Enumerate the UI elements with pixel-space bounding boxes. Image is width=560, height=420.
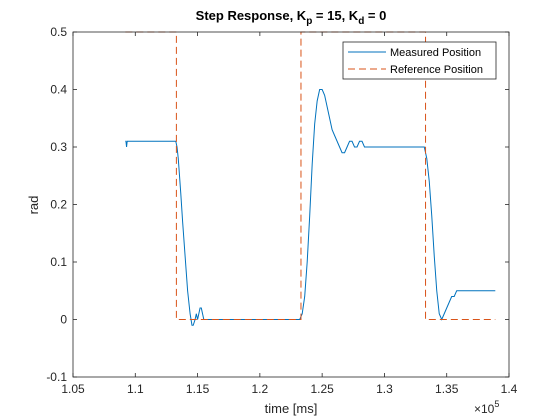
x-exponent-power: 5 — [494, 399, 499, 409]
title-part-3: = 0 — [364, 8, 386, 23]
x-axis-exponent: ×105 — [474, 399, 499, 416]
x-exponent-base: ×10 — [474, 402, 495, 416]
x-tick-label: 1.15 — [186, 382, 210, 396]
y-tick-label: 0.2 — [50, 198, 67, 212]
x-tick-label: 1.4 — [501, 382, 518, 396]
series-layer — [125, 31, 496, 326]
title-subscript-d: d — [358, 16, 364, 27]
series-line-reference — [125, 31, 496, 320]
series-line-measured — [125, 89, 496, 326]
title-subscript-p: p — [306, 16, 312, 27]
chart-title: Step Response, Kp = 15, Kd = 0 — [196, 8, 387, 27]
tick-label-layer: 1.05 1.1 1.15 1.2 1.25 1.3 1.35 1.4 -0.1 0 0.1 0.2 0… — [46, 25, 517, 396]
y-axis-label: rad — [26, 196, 41, 215]
y-tick-label: 0.5 — [50, 25, 67, 39]
axes-layer — [72, 31, 510, 378]
legend-box — [342, 41, 497, 80]
x-tick-label: 1.35 — [435, 382, 459, 396]
title-part-1: Step Response, K — [196, 8, 307, 23]
y-tick-label: 0 — [60, 313, 67, 327]
y-tick-label: 0.4 — [50, 83, 67, 97]
x-tick-label: 1.05 — [61, 382, 85, 396]
legend-label-reference: Reference Position — [390, 64, 483, 76]
x-tick-label: 1.3 — [376, 382, 393, 396]
legend: Measured Position Reference Position — [342, 41, 497, 80]
y-tick-label: 0.3 — [50, 140, 67, 154]
y-tick-label: -0.1 — [46, 370, 67, 384]
legend-label-measured: Measured Position — [390, 47, 481, 59]
x-tick-label: 1.1 — [127, 382, 144, 396]
y-tick-label: 0.1 — [50, 255, 67, 269]
plot-area — [73, 32, 509, 377]
x-tick-label: 1.2 — [252, 382, 269, 396]
x-axis-label: time [ms] — [265, 401, 318, 416]
title-part-2: = 15, K — [312, 8, 358, 23]
x-tick-label: 1.25 — [310, 382, 334, 396]
